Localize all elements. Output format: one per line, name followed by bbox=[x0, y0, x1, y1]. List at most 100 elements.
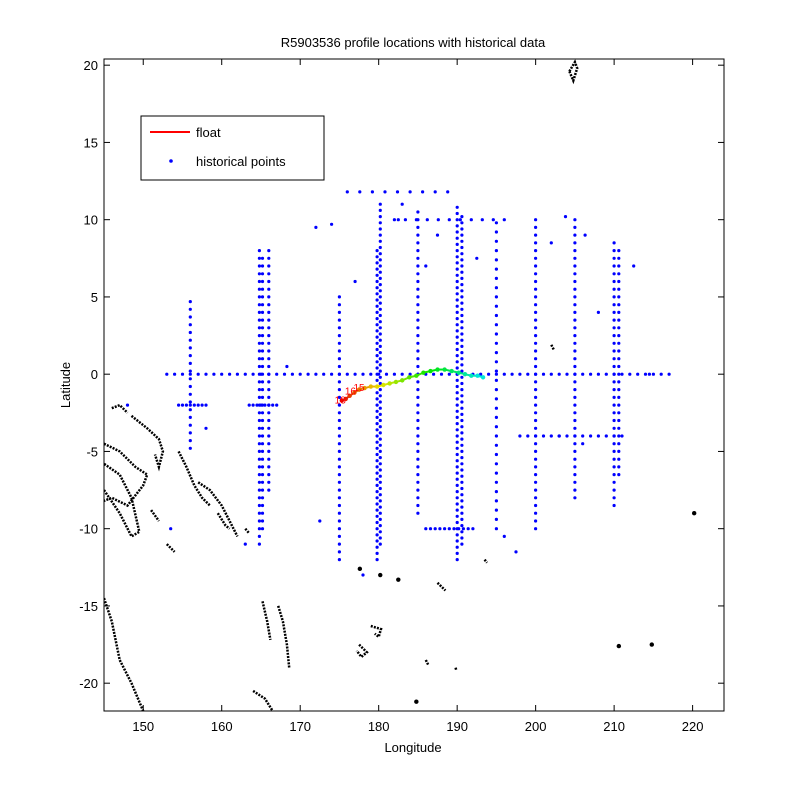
historical-point bbox=[257, 519, 261, 523]
historical-point bbox=[534, 503, 538, 508]
historical-point bbox=[378, 437, 382, 441]
historical-point bbox=[455, 502, 459, 506]
historical-point bbox=[617, 303, 621, 307]
coastline bbox=[244, 527, 251, 535]
historical-point bbox=[235, 372, 239, 376]
historical-point bbox=[534, 457, 538, 461]
historical-point bbox=[260, 527, 265, 531]
historical-point bbox=[667, 372, 671, 376]
historical-point bbox=[257, 295, 261, 299]
historical-point bbox=[378, 542, 382, 546]
historical-point bbox=[460, 468, 464, 472]
historical-point bbox=[573, 442, 577, 446]
historical-point bbox=[460, 474, 464, 478]
historical-point bbox=[617, 264, 621, 268]
historical-point bbox=[534, 279, 538, 284]
historical-point bbox=[581, 372, 585, 376]
historical-point bbox=[612, 349, 616, 353]
historical-point bbox=[460, 505, 464, 509]
historical-point bbox=[494, 425, 498, 429]
historical-point bbox=[188, 315, 192, 319]
historical-point bbox=[455, 273, 459, 277]
historical-point bbox=[447, 218, 451, 222]
coastline bbox=[104, 462, 141, 539]
historical-point bbox=[471, 527, 475, 531]
historical-point bbox=[455, 286, 459, 290]
historical-point bbox=[260, 264, 265, 268]
historical-point bbox=[612, 357, 616, 361]
historical-point bbox=[565, 434, 569, 438]
historical-point bbox=[460, 394, 464, 398]
historical-point bbox=[466, 527, 470, 531]
historical-point bbox=[494, 378, 498, 382]
historical-point bbox=[337, 380, 341, 384]
historical-point bbox=[475, 256, 479, 260]
historical-point bbox=[403, 218, 407, 222]
historical-point bbox=[267, 287, 271, 291]
historical-point bbox=[378, 215, 382, 219]
historical-point bbox=[494, 499, 498, 503]
historical-point bbox=[455, 403, 459, 407]
historical-point bbox=[267, 418, 271, 423]
historical-point bbox=[416, 241, 420, 245]
historical-point bbox=[455, 539, 459, 543]
historical-point bbox=[534, 364, 538, 369]
historical-point bbox=[267, 465, 271, 469]
coastline bbox=[277, 605, 291, 668]
float-point bbox=[400, 378, 405, 383]
historical-point bbox=[378, 480, 382, 484]
historical-point bbox=[400, 202, 404, 206]
historical-point bbox=[337, 357, 341, 361]
historical-point bbox=[375, 415, 379, 419]
historical-point bbox=[455, 329, 459, 333]
historical-point bbox=[267, 341, 271, 345]
historical-point bbox=[169, 527, 173, 531]
historical-point bbox=[378, 505, 382, 509]
historical-point bbox=[455, 378, 459, 382]
historical-point bbox=[267, 395, 271, 399]
historical-point bbox=[337, 349, 341, 353]
historical-point bbox=[184, 403, 188, 407]
coastline-point bbox=[414, 699, 419, 704]
historical-point bbox=[573, 380, 577, 384]
coastline bbox=[454, 667, 458, 672]
historical-point bbox=[455, 440, 459, 444]
historical-point bbox=[416, 426, 420, 430]
y-tick-label: 20 bbox=[84, 58, 98, 73]
x-tick-label: 160 bbox=[211, 719, 233, 734]
historical-point bbox=[275, 372, 279, 376]
historical-point bbox=[596, 434, 601, 438]
historical-point bbox=[612, 241, 616, 245]
float-point bbox=[449, 368, 454, 374]
historical-point bbox=[416, 364, 420, 369]
float-point bbox=[356, 387, 362, 392]
historical-point bbox=[298, 372, 302, 376]
historical-point bbox=[375, 341, 379, 345]
historical-point bbox=[378, 357, 382, 361]
historical-point bbox=[460, 233, 464, 237]
historical-point bbox=[204, 372, 208, 376]
historical-point bbox=[534, 225, 538, 229]
historical-point bbox=[447, 527, 451, 531]
historical-point bbox=[612, 334, 616, 338]
historical-point bbox=[534, 418, 538, 423]
historical-point bbox=[243, 542, 247, 546]
historical-point bbox=[337, 534, 341, 539]
historical-point bbox=[375, 459, 379, 463]
historical-point bbox=[353, 279, 357, 284]
historical-point bbox=[455, 465, 459, 469]
historical-point bbox=[460, 332, 464, 336]
historical-point bbox=[337, 550, 341, 554]
x-tick-label: 150 bbox=[132, 719, 154, 734]
historical-point bbox=[510, 372, 514, 376]
historical-point bbox=[460, 437, 464, 441]
historical-point bbox=[416, 395, 420, 399]
historical-point bbox=[395, 190, 400, 194]
historical-point bbox=[414, 218, 418, 222]
historical-point bbox=[318, 519, 322, 523]
historical-point bbox=[375, 558, 379, 562]
historical-point bbox=[345, 372, 349, 376]
historical-point bbox=[573, 457, 577, 461]
historical-point bbox=[416, 380, 420, 384]
historical-point bbox=[636, 372, 640, 376]
